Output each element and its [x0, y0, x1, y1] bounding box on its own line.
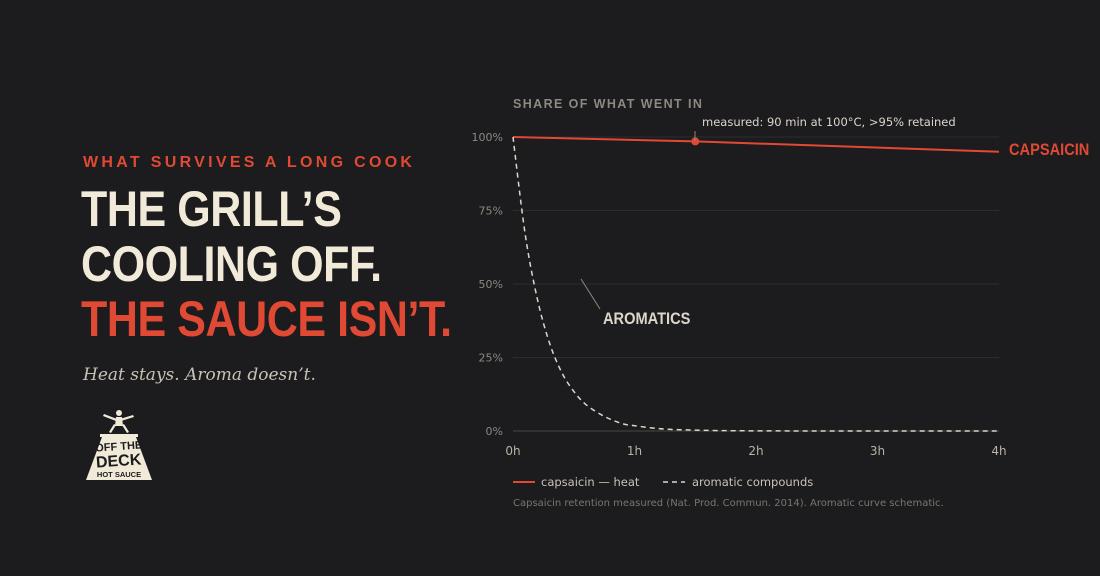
- y-tick-label: 50%: [479, 278, 503, 291]
- deck-board-icon: [100, 434, 138, 437]
- legend: capsaicin — heat aromatic compounds: [513, 475, 813, 489]
- legend-label-aromatics: aromatic compounds: [692, 475, 813, 489]
- subline: Heat stays. Aroma doesn’t.: [83, 365, 316, 385]
- logo-line-3: HOT SAUCE: [97, 470, 141, 479]
- measured-point: [691, 137, 700, 146]
- deck-frame-icon: [86, 437, 152, 480]
- chart-title: SHARE OF WHAT WENT IN: [513, 97, 703, 111]
- series-label-capsaicin: CAPSAICIN: [1009, 141, 1089, 159]
- y-tick-label: 25%: [479, 352, 503, 365]
- y-tick-label: 75%: [479, 205, 503, 218]
- x-tick-label: 2h: [748, 444, 763, 458]
- headline-line-1: THE GRILL’S: [81, 181, 342, 237]
- headline-line-2: COOLING OFF.: [81, 236, 382, 292]
- series-line-capsaicin: [512, 136, 1000, 153]
- eyebrow-text: WHAT SURVIVES A LONG COOK: [83, 154, 416, 171]
- logo-line-2: DECK: [95, 451, 142, 471]
- y-tick-label: 100%: [472, 131, 503, 144]
- aromatics-leader: [580, 278, 601, 310]
- series-line-aromatics: [512, 136, 999, 432]
- logo-line-1: OFF THE: [95, 439, 143, 454]
- y-tick-label: 0%: [486, 425, 503, 438]
- legend-label-capsaicin: capsaicin — heat: [541, 475, 640, 489]
- x-tick-label: 0h: [505, 444, 520, 458]
- series-label-aromatics: AROMATICS: [603, 310, 690, 328]
- headline-line-3: THE SAUCE ISN’T.: [81, 291, 452, 347]
- x-tick-label: 3h: [870, 444, 885, 458]
- headline: THE GRILL’S COOLING OFF. THE SAUCE ISN’T…: [81, 182, 452, 347]
- brand-logo: OFF THE DECK HOT SAUCE: [86, 410, 152, 480]
- annotation-text: measured: 90 min at 100°C, >95% retained: [702, 115, 956, 129]
- chart-footnote: Capsaicin retention measured (Nat. Prod.…: [513, 498, 944, 509]
- x-tick-label: 1h: [627, 444, 642, 458]
- x-tick-label: 4h: [991, 444, 1006, 458]
- jumper-figure-icon: [103, 410, 134, 433]
